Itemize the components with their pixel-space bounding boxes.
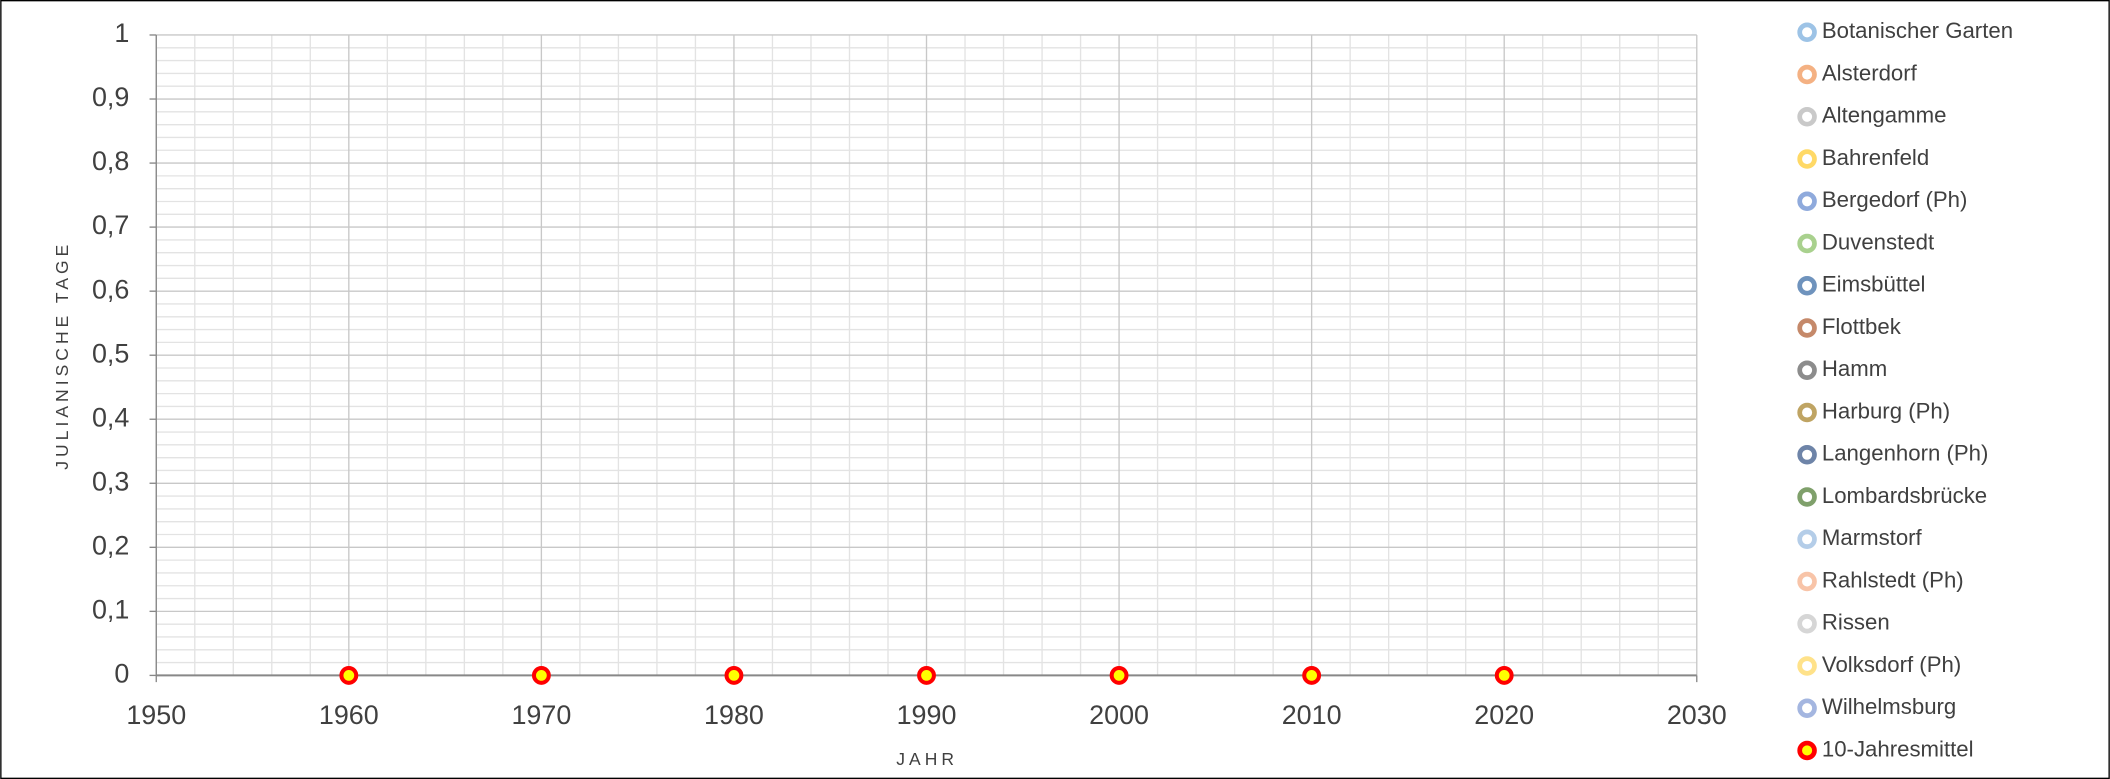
x-tick-label: 2000 xyxy=(1089,700,1149,730)
legend-marker xyxy=(1797,64,1817,85)
legend-marker xyxy=(1797,529,1817,549)
legend-label: Hamm xyxy=(1822,356,1887,381)
legend-marker xyxy=(1797,107,1817,127)
data-point xyxy=(1109,665,1129,685)
legend-label: Eimsbüttel xyxy=(1822,272,1926,297)
x-tick-label: 1980 xyxy=(704,700,764,730)
x-axis-title: JAHR xyxy=(896,749,958,769)
legend-marker xyxy=(1797,487,1817,507)
legend-label: Lombardsbrücke xyxy=(1822,483,1987,508)
x-tick-label: 1990 xyxy=(897,700,957,730)
y-tick-label: 0,5 xyxy=(92,338,129,368)
data-point xyxy=(531,665,551,685)
major-grid xyxy=(155,34,1698,677)
data-point xyxy=(1494,665,1514,685)
legend-label: Alsterdorf xyxy=(1822,60,1918,85)
data-point xyxy=(1302,665,1322,685)
legend-marker xyxy=(1797,191,1817,212)
legend-marker xyxy=(1797,571,1817,592)
legend-label: Bahrenfeld xyxy=(1822,145,1929,170)
legend-label: Harburg (Ph) xyxy=(1822,398,1950,423)
y-tick-label: 0,9 xyxy=(92,82,129,112)
legend-marker xyxy=(1797,318,1817,338)
y-tick-label: 0,8 xyxy=(92,146,129,176)
data-point xyxy=(339,665,359,685)
legend-label: Wilhelmsburg xyxy=(1822,694,1956,719)
y-tick-label: 0,4 xyxy=(92,402,129,432)
legend-label: Altengamme xyxy=(1822,103,1947,128)
legend-marker xyxy=(1797,740,1817,761)
x-tick-label: 1950 xyxy=(126,700,186,730)
x-tick-label: 2030 xyxy=(1667,700,1727,730)
y-tick-label: 0,7 xyxy=(92,210,129,240)
y-axis-title: JULIANISCHE TAGE xyxy=(52,241,72,470)
legend-label: Langenhorn (Ph) xyxy=(1822,441,1989,466)
legend-label: Bergedorf (Ph) xyxy=(1822,187,1968,212)
y-tick-label: 0 xyxy=(114,659,129,689)
legend-marker xyxy=(1797,613,1817,634)
x-tick-label: 2010 xyxy=(1282,700,1342,730)
legend-marker xyxy=(1797,656,1817,676)
legend-marker xyxy=(1797,402,1817,423)
y-tick-label: 1 xyxy=(114,18,129,48)
x-tick-label: 2020 xyxy=(1474,700,1534,730)
legend-label: 10-Jahresmittel xyxy=(1822,736,1974,761)
y-tick-label: 0,6 xyxy=(92,274,129,304)
legend-label: Rissen xyxy=(1822,610,1890,635)
legend-label: Rahlstedt (Ph) xyxy=(1822,567,1964,592)
x-tick-label: 1960 xyxy=(319,700,379,730)
legend-marker xyxy=(1797,444,1817,465)
data-point xyxy=(724,665,744,685)
legend-label: Volksdorf (Ph) xyxy=(1822,652,1961,677)
legend-label: Marmstorf xyxy=(1822,525,1923,550)
legend-marker xyxy=(1797,149,1817,169)
legend-marker xyxy=(1797,360,1817,381)
legend-marker xyxy=(1797,698,1817,718)
legend-marker xyxy=(1797,276,1817,296)
legend-label: Botanischer Garten xyxy=(1822,18,2013,43)
legend-marker xyxy=(1797,22,1817,43)
y-tick-label: 0,1 xyxy=(92,594,129,624)
x-tick-label: 1970 xyxy=(511,700,571,730)
y-tick-label: 0,3 xyxy=(92,466,129,496)
legend-marker xyxy=(1797,233,1817,254)
data-point xyxy=(917,665,936,685)
legend-label: Duvenstedt xyxy=(1822,229,1934,254)
legend-label: Flottbek xyxy=(1822,314,1902,339)
y-tick-label: 0,2 xyxy=(92,530,129,560)
